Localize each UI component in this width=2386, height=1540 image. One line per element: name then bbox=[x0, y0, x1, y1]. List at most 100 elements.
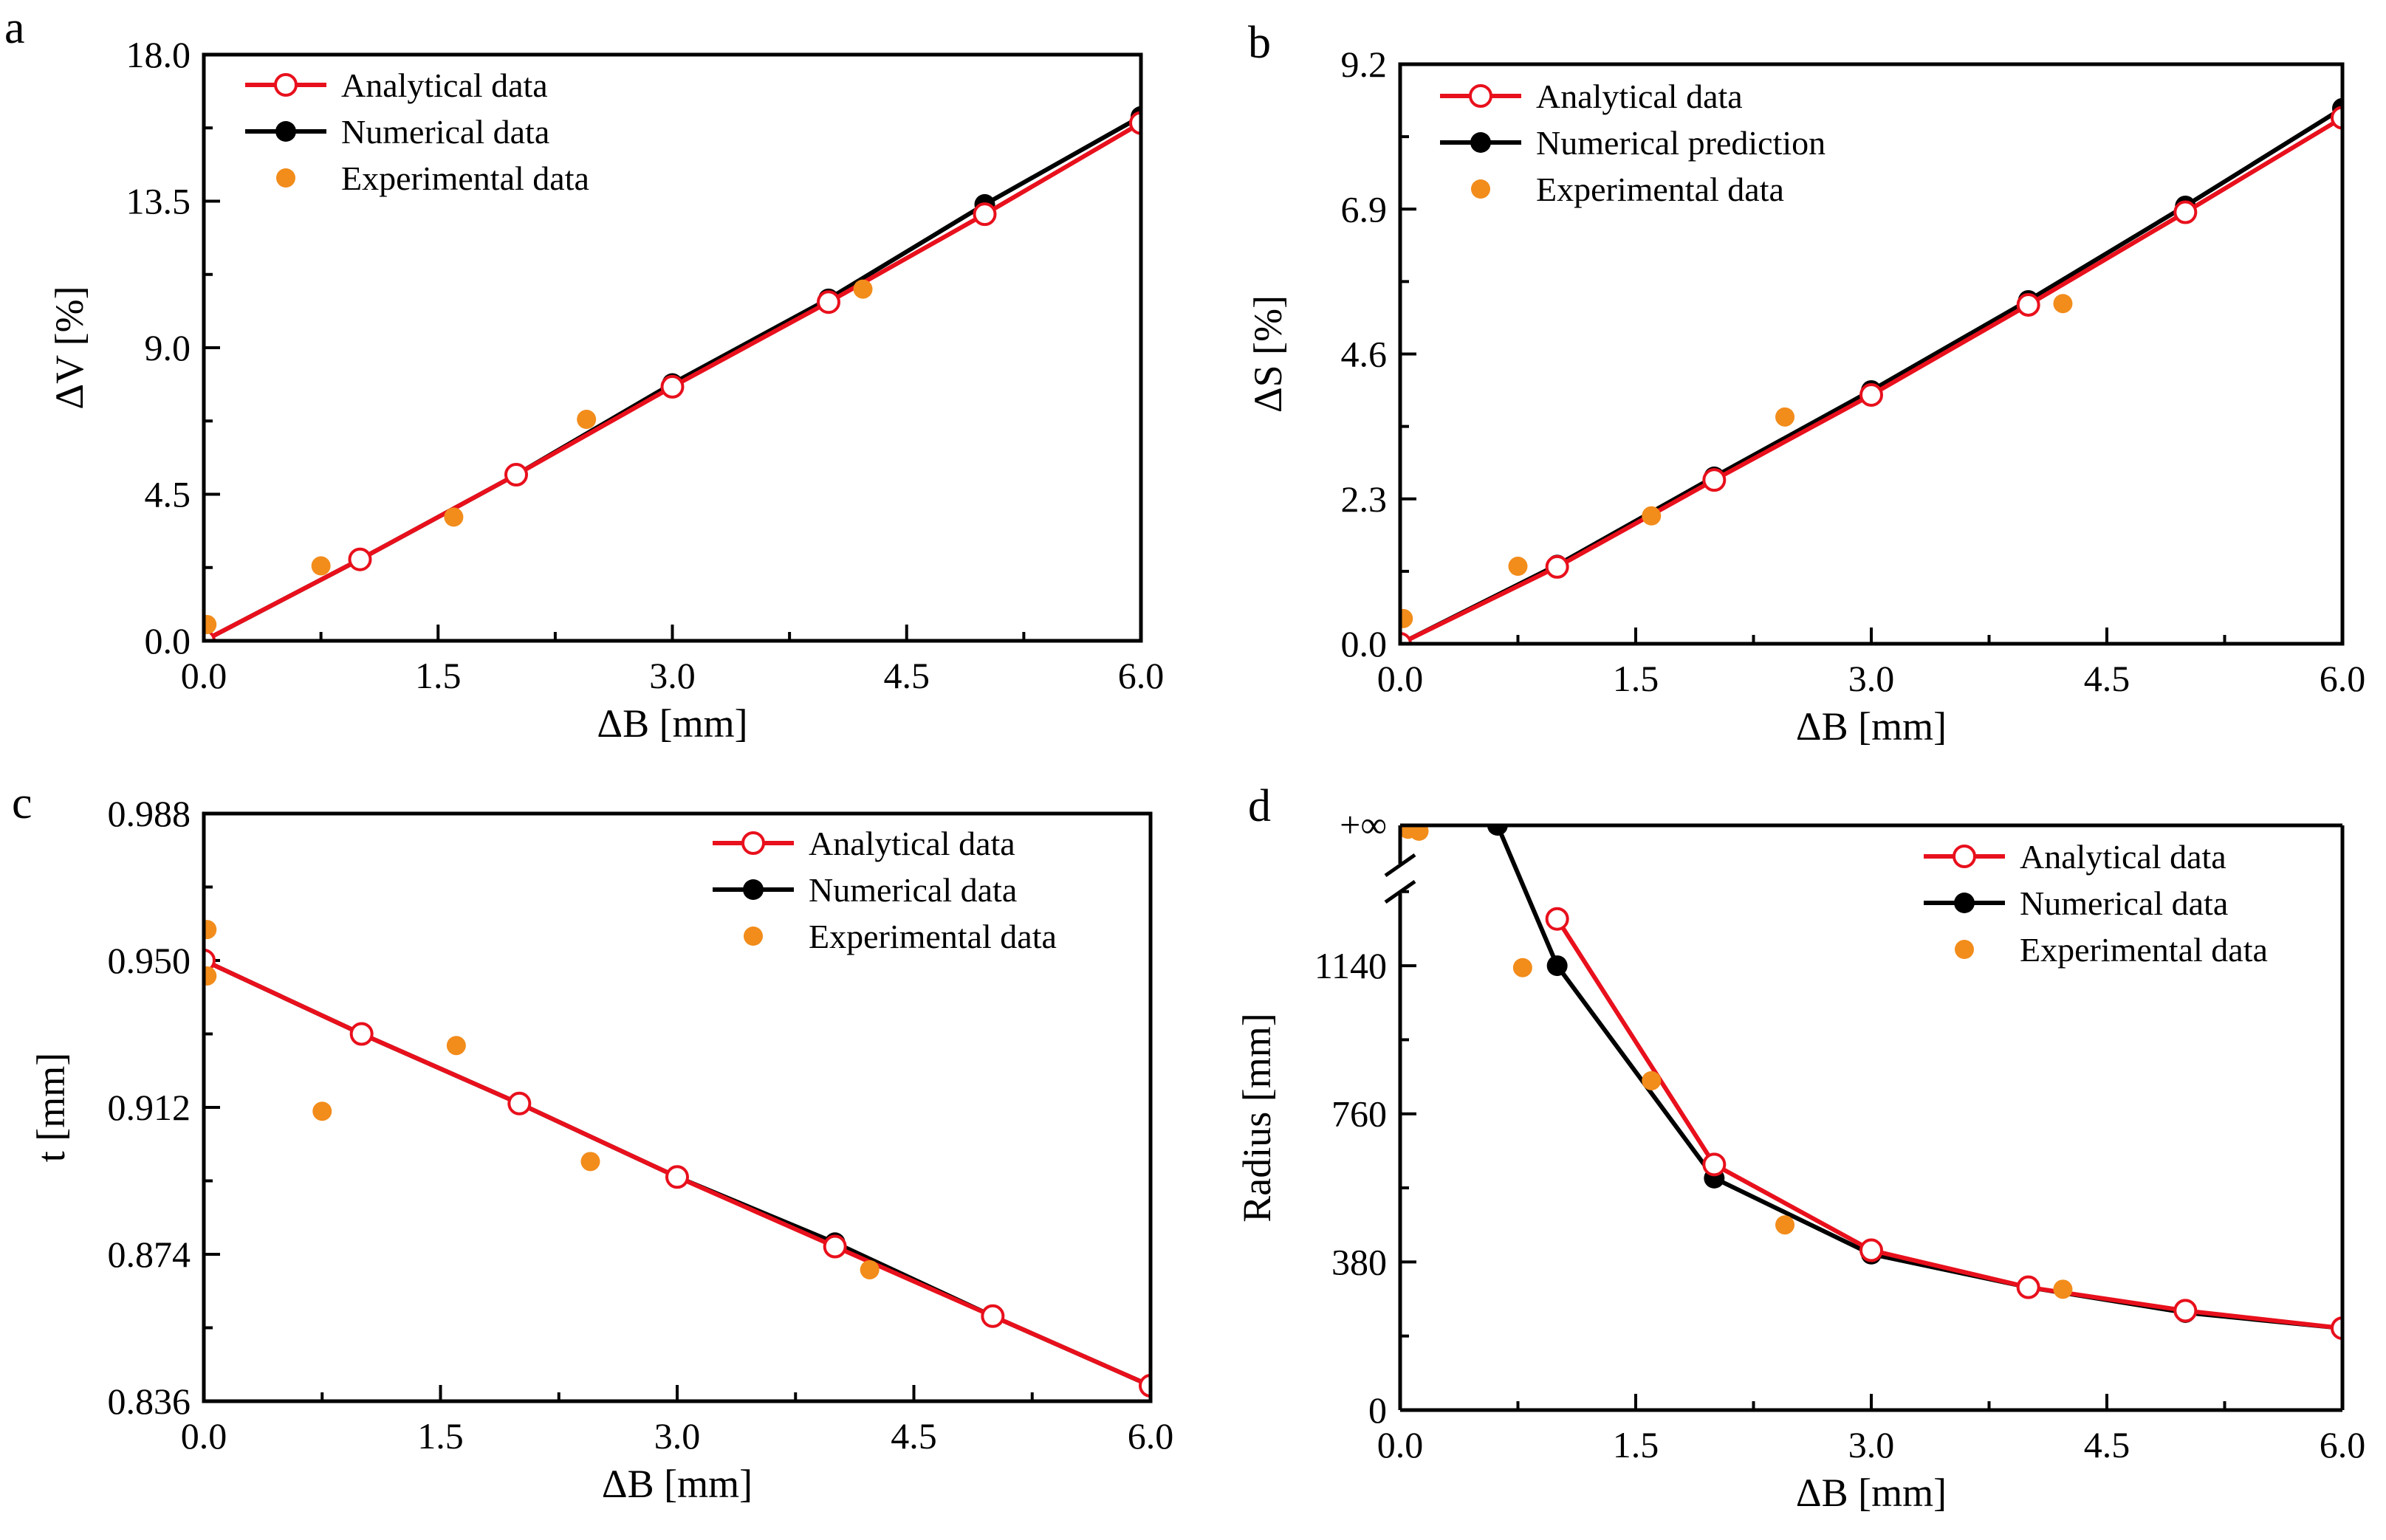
chart-panel-c: c 0.0 1.5 3.0 4.5 6.0 0.836 0.874 0.912 0.950 0.98… bbox=[12, 778, 1173, 1506]
y-tick-label: 0.874 bbox=[108, 1234, 191, 1275]
experimental-point bbox=[1400, 608, 1413, 628]
legend-label: Numerical data bbox=[2020, 884, 2228, 922]
x-tick-label: 1.5 bbox=[415, 655, 462, 696]
panel-letter-d: d bbox=[1248, 781, 1271, 831]
legend-label: Analytical data bbox=[809, 825, 1015, 862]
legend-label: Numerical data bbox=[809, 871, 1017, 909]
legend-marker-analytical bbox=[274, 73, 298, 97]
x-axis-title: ΔB [mm] bbox=[602, 1462, 753, 1506]
analytical-point bbox=[665, 1165, 689, 1189]
analytical-point bbox=[817, 290, 840, 314]
legend: Analytical data Numerical data Experimenta… bbox=[1924, 838, 2268, 969]
legend-marker-analytical bbox=[1469, 84, 1492, 108]
experimental-point bbox=[444, 507, 464, 527]
experimental-point bbox=[2053, 294, 2073, 314]
x-tick-label: 0.0 bbox=[1377, 658, 1424, 699]
series-group bbox=[1400, 824, 2342, 1341]
axis-break-mark bbox=[1384, 853, 1416, 878]
y-tick-label: 0.0 bbox=[145, 620, 191, 661]
analytical-point bbox=[660, 374, 685, 399]
numerical-point bbox=[1546, 955, 1568, 977]
analytical-point bbox=[981, 1304, 1005, 1328]
y-tick-label: 0.836 bbox=[108, 1381, 191, 1422]
x-tick-label: 1.5 bbox=[1613, 1424, 1659, 1465]
y-tick-label: 380 bbox=[1331, 1241, 1387, 1282]
x-tick-label: 4.5 bbox=[884, 655, 930, 696]
x-axis-title: ΔB [mm] bbox=[597, 701, 747, 746]
x-tick-label: 1.5 bbox=[1613, 658, 1659, 699]
y-tick-label: 9.0 bbox=[145, 327, 191, 368]
legend-marker-experimental bbox=[1955, 940, 1974, 959]
legend-label: Experimental data bbox=[341, 159, 589, 197]
legend: Analytical data Numerical prediction Exper… bbox=[1440, 78, 1826, 208]
x-tick-label: 3.0 bbox=[1848, 1424, 1895, 1465]
x-tick-label: 3.0 bbox=[649, 655, 696, 696]
x-tick-label: 4.5 bbox=[891, 1415, 937, 1457]
experimental-point bbox=[860, 1259, 880, 1279]
legend: Analytical data Numerical data Experimenta… bbox=[713, 825, 1057, 955]
experimental-point bbox=[1642, 1070, 1662, 1090]
y-tick-label: 1140 bbox=[1314, 945, 1387, 986]
plot-frame bbox=[202, 811, 1153, 1403]
y-tick-label: 0.988 bbox=[108, 793, 191, 834]
y-tick-label: 0.950 bbox=[108, 940, 191, 981]
legend-marker-numerical bbox=[1954, 893, 1975, 913]
legend-marker-numerical bbox=[275, 121, 296, 142]
panel-letter-b: b bbox=[1248, 18, 1271, 68]
y-tick-label: 4.5 bbox=[145, 474, 191, 515]
legend-marker-analytical bbox=[1953, 845, 1976, 868]
x-tick-label: 3.0 bbox=[654, 1415, 701, 1457]
experimental-point bbox=[446, 1036, 466, 1056]
experimental-point bbox=[1775, 407, 1795, 427]
analytical-point bbox=[973, 202, 997, 227]
legend-marker-analytical bbox=[741, 831, 765, 855]
y-tick-label: 9.2 bbox=[1341, 44, 1388, 85]
legend-marker-experimental bbox=[744, 927, 763, 946]
analytical-point bbox=[1702, 1152, 1727, 1177]
legend-label: Numerical data bbox=[341, 113, 549, 151]
experimental-point bbox=[580, 1152, 600, 1172]
analytical-point bbox=[2173, 200, 2198, 224]
experimental-point bbox=[2053, 1279, 2073, 1299]
experimental-point bbox=[853, 279, 873, 299]
experimental-point bbox=[1512, 958, 1532, 977]
experimental-point bbox=[1775, 1215, 1795, 1235]
y-tick-label-infinity: +∞ bbox=[1340, 804, 1387, 845]
x-tick-label: 3.0 bbox=[1848, 658, 1895, 699]
experimental-point bbox=[1508, 557, 1528, 577]
panel-letter-a: a bbox=[4, 3, 25, 53]
series-group bbox=[1400, 97, 2342, 645]
x-tick-label: 0.0 bbox=[181, 1415, 227, 1457]
x-axis-title: ΔB [mm] bbox=[1796, 704, 1947, 749]
analytical-point bbox=[1545, 907, 1569, 931]
experimental-point bbox=[204, 920, 217, 940]
y-tick-label: 13.5 bbox=[126, 181, 191, 222]
legend-marker-numerical bbox=[743, 879, 764, 900]
experimental-point bbox=[1409, 824, 1429, 841]
x-tick-label: 6.0 bbox=[1118, 655, 1165, 696]
x-tick-label: 4.5 bbox=[2084, 1424, 2130, 1465]
legend-label: Experimental data bbox=[1536, 171, 1784, 208]
analytical-point bbox=[2016, 1275, 2040, 1299]
experimental-point bbox=[312, 1101, 332, 1121]
plot-frame bbox=[202, 52, 1143, 643]
legend-label: Experimental data bbox=[809, 918, 1057, 955]
y-axis-title: Radius [mm] bbox=[1235, 1013, 1279, 1222]
x-tick-label: 6.0 bbox=[2320, 1424, 2366, 1465]
legend-marker-experimental bbox=[276, 168, 295, 188]
analytical-point bbox=[1702, 468, 1727, 492]
y-tick-label: 2.3 bbox=[1341, 478, 1388, 520]
axis-break-mark bbox=[1384, 879, 1416, 904]
x-tick-label: 4.5 bbox=[2084, 658, 2130, 699]
legend-label: Experimental data bbox=[2020, 931, 2268, 969]
analytical-point bbox=[504, 463, 528, 487]
series-group bbox=[204, 106, 1141, 642]
y-tick-label: 0 bbox=[1368, 1389, 1387, 1431]
experimental-point bbox=[1642, 506, 1662, 526]
series-group bbox=[204, 920, 1151, 1398]
analytical-point bbox=[1859, 382, 1883, 407]
plot-frame bbox=[1398, 62, 2345, 646]
legend: Analytical data Numerical data Experimenta… bbox=[245, 66, 589, 197]
x-tick-label: 1.5 bbox=[417, 1415, 464, 1457]
